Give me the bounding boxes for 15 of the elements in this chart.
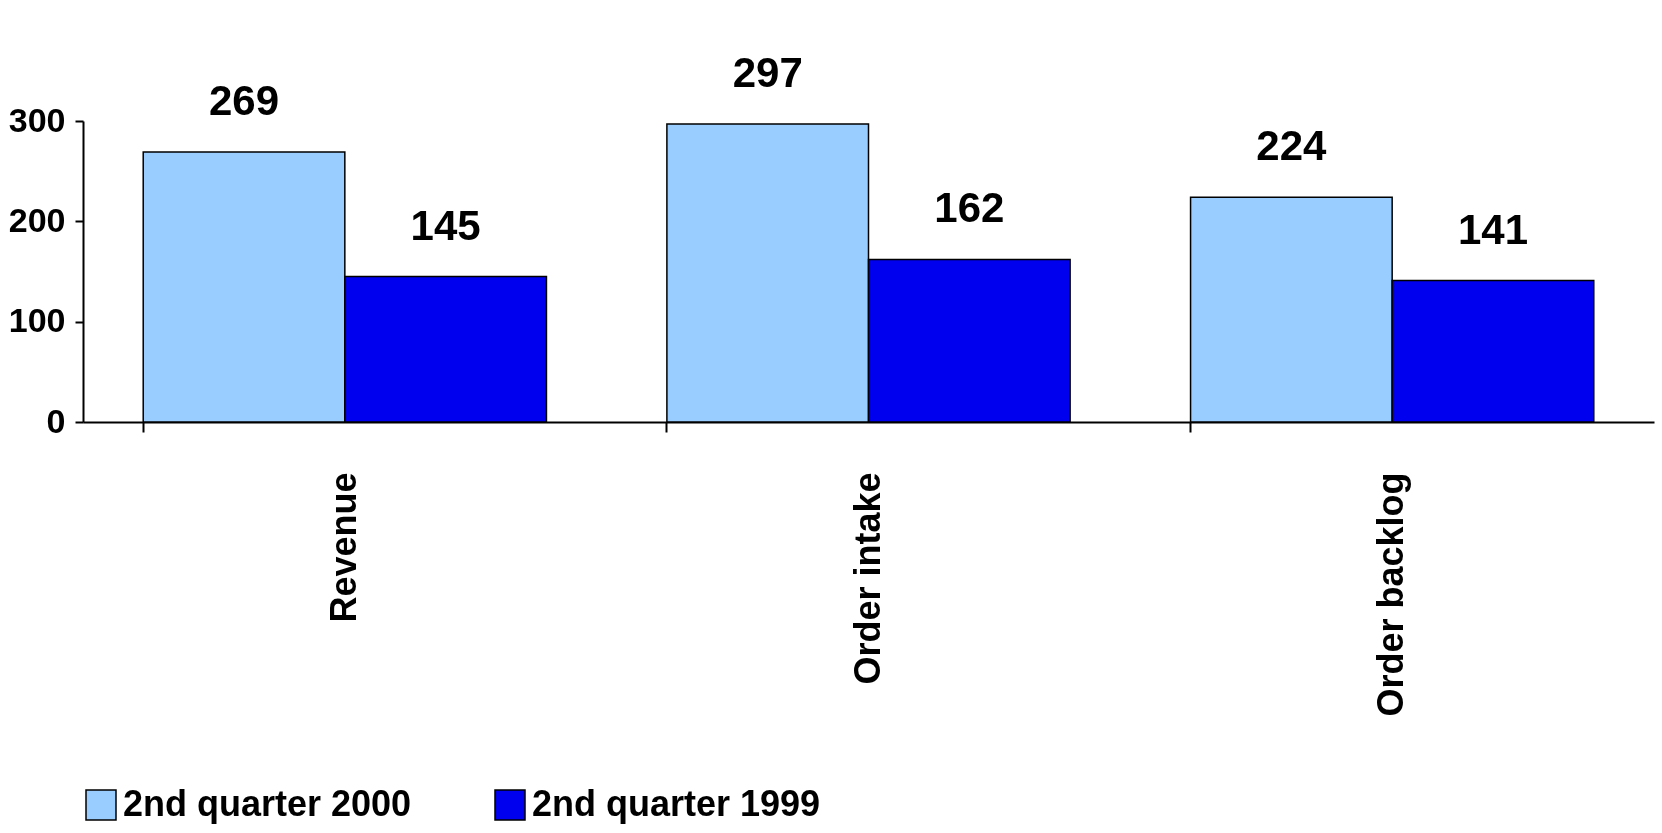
- legend-label: 2nd quarter 1999: [532, 783, 821, 824]
- data-label: 269: [208, 77, 280, 125]
- x-tick-label: Revenue: [322, 472, 364, 623]
- data-label: 162: [934, 184, 1005, 232]
- data-label: 141: [1457, 205, 1529, 253]
- x-tick-label: Order backlog: [1370, 472, 1412, 717]
- y-tick-label: 200: [8, 200, 66, 239]
- data-label: 224: [1256, 122, 1328, 170]
- data-label: 297: [732, 49, 803, 97]
- legend-label: 2nd quarter 2000: [123, 783, 412, 824]
- x-tick-label: Order intake: [846, 472, 888, 685]
- y-tick-label: 0: [46, 401, 66, 440]
- data-label: 145: [410, 201, 481, 249]
- y-tick-label: 100: [8, 301, 66, 340]
- y-tick-label: 300: [8, 100, 66, 139]
